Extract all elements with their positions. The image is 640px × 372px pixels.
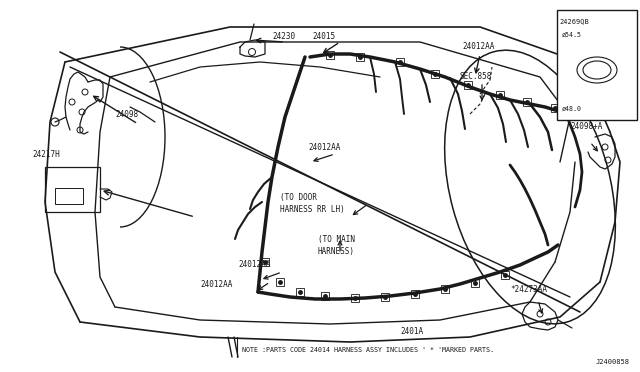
Text: 24012AA: 24012AA [308, 143, 340, 152]
Text: ø54.5: ø54.5 [562, 32, 582, 38]
Text: 24012AA: 24012AA [462, 42, 494, 51]
Text: *24273AA: *24273AA [510, 285, 547, 294]
Text: SEC.858: SEC.858 [460, 72, 492, 81]
Text: NOTE :PARTS CODE 24014 HARNESS ASSY INCLUDES ' * 'MARKED PARTS.: NOTE :PARTS CODE 24014 HARNESS ASSY INCL… [242, 347, 494, 353]
Text: 24012AA: 24012AA [200, 280, 232, 289]
Bar [557, 10, 637, 120]
Text: 24269QB: 24269QB [559, 18, 589, 24]
Text: HARNESS): HARNESS) [318, 247, 355, 256]
Bar [464, 81, 472, 89]
Text: ø48.0: ø48.0 [562, 106, 582, 112]
Bar [501, 271, 509, 279]
Bar [431, 70, 439, 78]
Text: 24015: 24015 [312, 32, 335, 41]
Bar [326, 51, 334, 59]
Bar [396, 58, 404, 66]
Bar [381, 293, 389, 301]
Text: J2400858: J2400858 [596, 359, 630, 365]
Bar [471, 279, 479, 287]
Text: HARNESS RR LH): HARNESS RR LH) [280, 205, 345, 214]
Text: 2401A: 2401A [400, 327, 423, 336]
Bar [496, 91, 504, 99]
Bar [523, 98, 531, 106]
Text: 24012AA: 24012AA [238, 260, 270, 269]
Bar [261, 258, 269, 266]
Bar [276, 278, 284, 286]
Bar [321, 292, 329, 300]
Bar [45, 167, 100, 212]
Text: (TO DOOR: (TO DOOR [280, 193, 317, 202]
Bar [441, 285, 449, 293]
Text: 24217H: 24217H [32, 150, 60, 159]
Bar [356, 53, 364, 61]
Text: 24230: 24230 [272, 32, 295, 41]
Bar [551, 104, 559, 112]
Bar [351, 294, 359, 302]
Text: (TO MAIN: (TO MAIN [318, 235, 355, 244]
Bar [55, 188, 83, 204]
Text: 24098+A: 24098+A [570, 122, 602, 131]
Bar [296, 288, 304, 296]
Bar [411, 290, 419, 298]
Text: 24098: 24098 [115, 110, 138, 119]
